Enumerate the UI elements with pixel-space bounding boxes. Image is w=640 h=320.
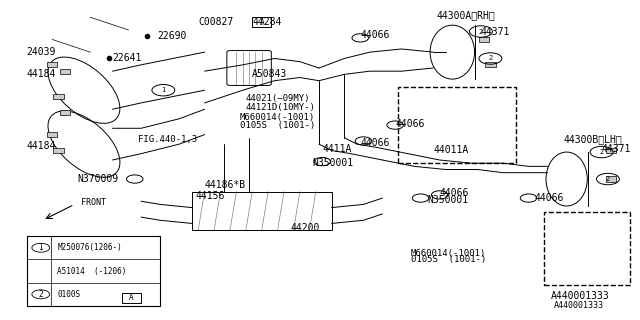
Text: 44066: 44066 xyxy=(360,138,390,148)
Text: 0100S: 0100S xyxy=(58,290,81,299)
Bar xyxy=(479,37,489,42)
Text: 2: 2 xyxy=(38,290,43,299)
Bar xyxy=(47,132,58,137)
Text: 44011A: 44011A xyxy=(433,146,468,156)
Text: 24039: 24039 xyxy=(27,47,56,57)
Text: 22641: 22641 xyxy=(113,53,142,63)
Bar xyxy=(545,212,630,285)
Text: A: A xyxy=(259,18,264,27)
Text: 44066: 44066 xyxy=(395,118,424,129)
Text: 44371: 44371 xyxy=(481,27,510,36)
Text: M660014(-1001): M660014(-1001) xyxy=(411,249,486,258)
Text: 44184: 44184 xyxy=(27,69,56,79)
Text: A: A xyxy=(129,293,134,302)
Bar xyxy=(54,148,63,153)
Bar xyxy=(398,87,516,163)
Text: C00827: C00827 xyxy=(198,17,234,27)
Text: 44284: 44284 xyxy=(252,17,282,27)
Text: 44184: 44184 xyxy=(27,141,56,151)
Bar xyxy=(60,110,70,115)
Text: 44066: 44066 xyxy=(360,30,390,40)
Text: 44200: 44200 xyxy=(291,223,320,233)
Text: A51014  (-1206): A51014 (-1206) xyxy=(58,267,127,276)
Text: 44371: 44371 xyxy=(602,144,631,154)
Text: 2: 2 xyxy=(488,55,493,61)
Text: A440001333: A440001333 xyxy=(551,292,609,301)
Bar xyxy=(60,69,70,74)
Bar xyxy=(606,177,616,181)
Text: 2: 2 xyxy=(479,28,483,35)
Text: 0105S  (1001-): 0105S (1001-) xyxy=(411,255,486,264)
Text: 44156: 44156 xyxy=(195,191,225,202)
Text: A50843: A50843 xyxy=(252,69,287,79)
Text: A440001333: A440001333 xyxy=(554,301,604,310)
Text: M250076(1206-): M250076(1206-) xyxy=(58,243,122,252)
Text: N350001: N350001 xyxy=(427,195,468,205)
Text: 44066: 44066 xyxy=(535,193,564,203)
Text: 44121D(10MY-): 44121D(10MY-) xyxy=(246,103,316,112)
Text: N350001: N350001 xyxy=(312,158,354,168)
Text: 1: 1 xyxy=(161,87,166,93)
Text: 4411A: 4411A xyxy=(322,144,351,154)
Bar xyxy=(54,94,63,99)
Bar xyxy=(606,148,616,153)
Text: 1: 1 xyxy=(38,243,43,252)
Text: 44066: 44066 xyxy=(440,188,469,198)
Text: 2: 2 xyxy=(606,176,610,182)
Text: FRONT: FRONT xyxy=(81,198,106,207)
Text: 44300B〈LH〉: 44300B〈LH〉 xyxy=(563,134,622,144)
Text: 44186*B: 44186*B xyxy=(205,180,246,190)
Bar xyxy=(192,192,332,230)
Text: 0105S  (1001-): 0105S (1001-) xyxy=(239,121,315,130)
Bar xyxy=(252,17,271,27)
Text: 44021(−09MY): 44021(−09MY) xyxy=(246,94,310,103)
Bar xyxy=(47,62,58,68)
Text: M660014(-1001): M660014(-1001) xyxy=(239,113,315,122)
Text: N370009: N370009 xyxy=(77,174,119,184)
Text: 44300A〈RH〉: 44300A〈RH〉 xyxy=(436,11,495,21)
Text: FIG.440-1,3: FIG.440-1,3 xyxy=(138,135,197,144)
Bar xyxy=(485,62,495,68)
Text: 22690: 22690 xyxy=(157,31,186,41)
Text: 2: 2 xyxy=(600,149,604,155)
Bar xyxy=(122,293,141,303)
Bar xyxy=(27,236,160,306)
